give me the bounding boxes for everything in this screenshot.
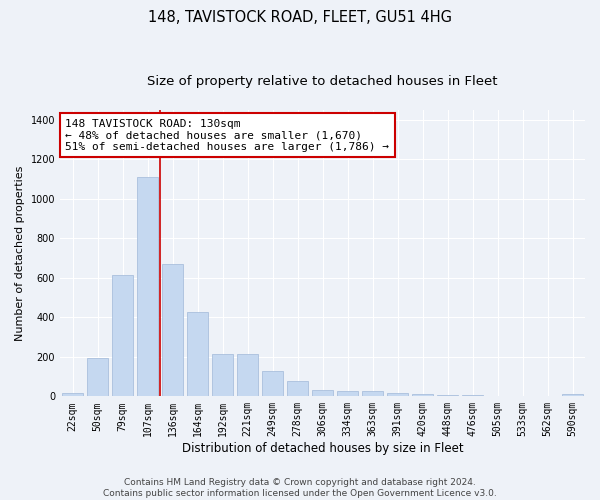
- Bar: [162, 264, 183, 396]
- Y-axis label: Number of detached properties: Number of detached properties: [15, 166, 25, 341]
- X-axis label: Distribution of detached houses by size in Fleet: Distribution of detached houses by size …: [182, 442, 463, 455]
- Bar: [362, 391, 383, 396]
- Text: 148, TAVISTOCK ROAD, FLEET, GU51 4HG: 148, TAVISTOCK ROAD, FLEET, GU51 4HG: [148, 10, 452, 25]
- Bar: [187, 312, 208, 396]
- Text: Contains HM Land Registry data © Crown copyright and database right 2024.
Contai: Contains HM Land Registry data © Crown c…: [103, 478, 497, 498]
- Bar: [287, 380, 308, 396]
- Bar: [262, 370, 283, 396]
- Bar: [237, 354, 258, 397]
- Text: 148 TAVISTOCK ROAD: 130sqm
← 48% of detached houses are smaller (1,670)
51% of s: 148 TAVISTOCK ROAD: 130sqm ← 48% of deta…: [65, 118, 389, 152]
- Bar: [387, 394, 408, 396]
- Bar: [212, 354, 233, 397]
- Bar: [337, 391, 358, 396]
- Bar: [62, 394, 83, 396]
- Bar: [112, 275, 133, 396]
- Bar: [412, 394, 433, 396]
- Title: Size of property relative to detached houses in Fleet: Size of property relative to detached ho…: [147, 75, 498, 88]
- Bar: [137, 177, 158, 396]
- Bar: [562, 394, 583, 396]
- Bar: [312, 390, 333, 396]
- Bar: [87, 358, 108, 397]
